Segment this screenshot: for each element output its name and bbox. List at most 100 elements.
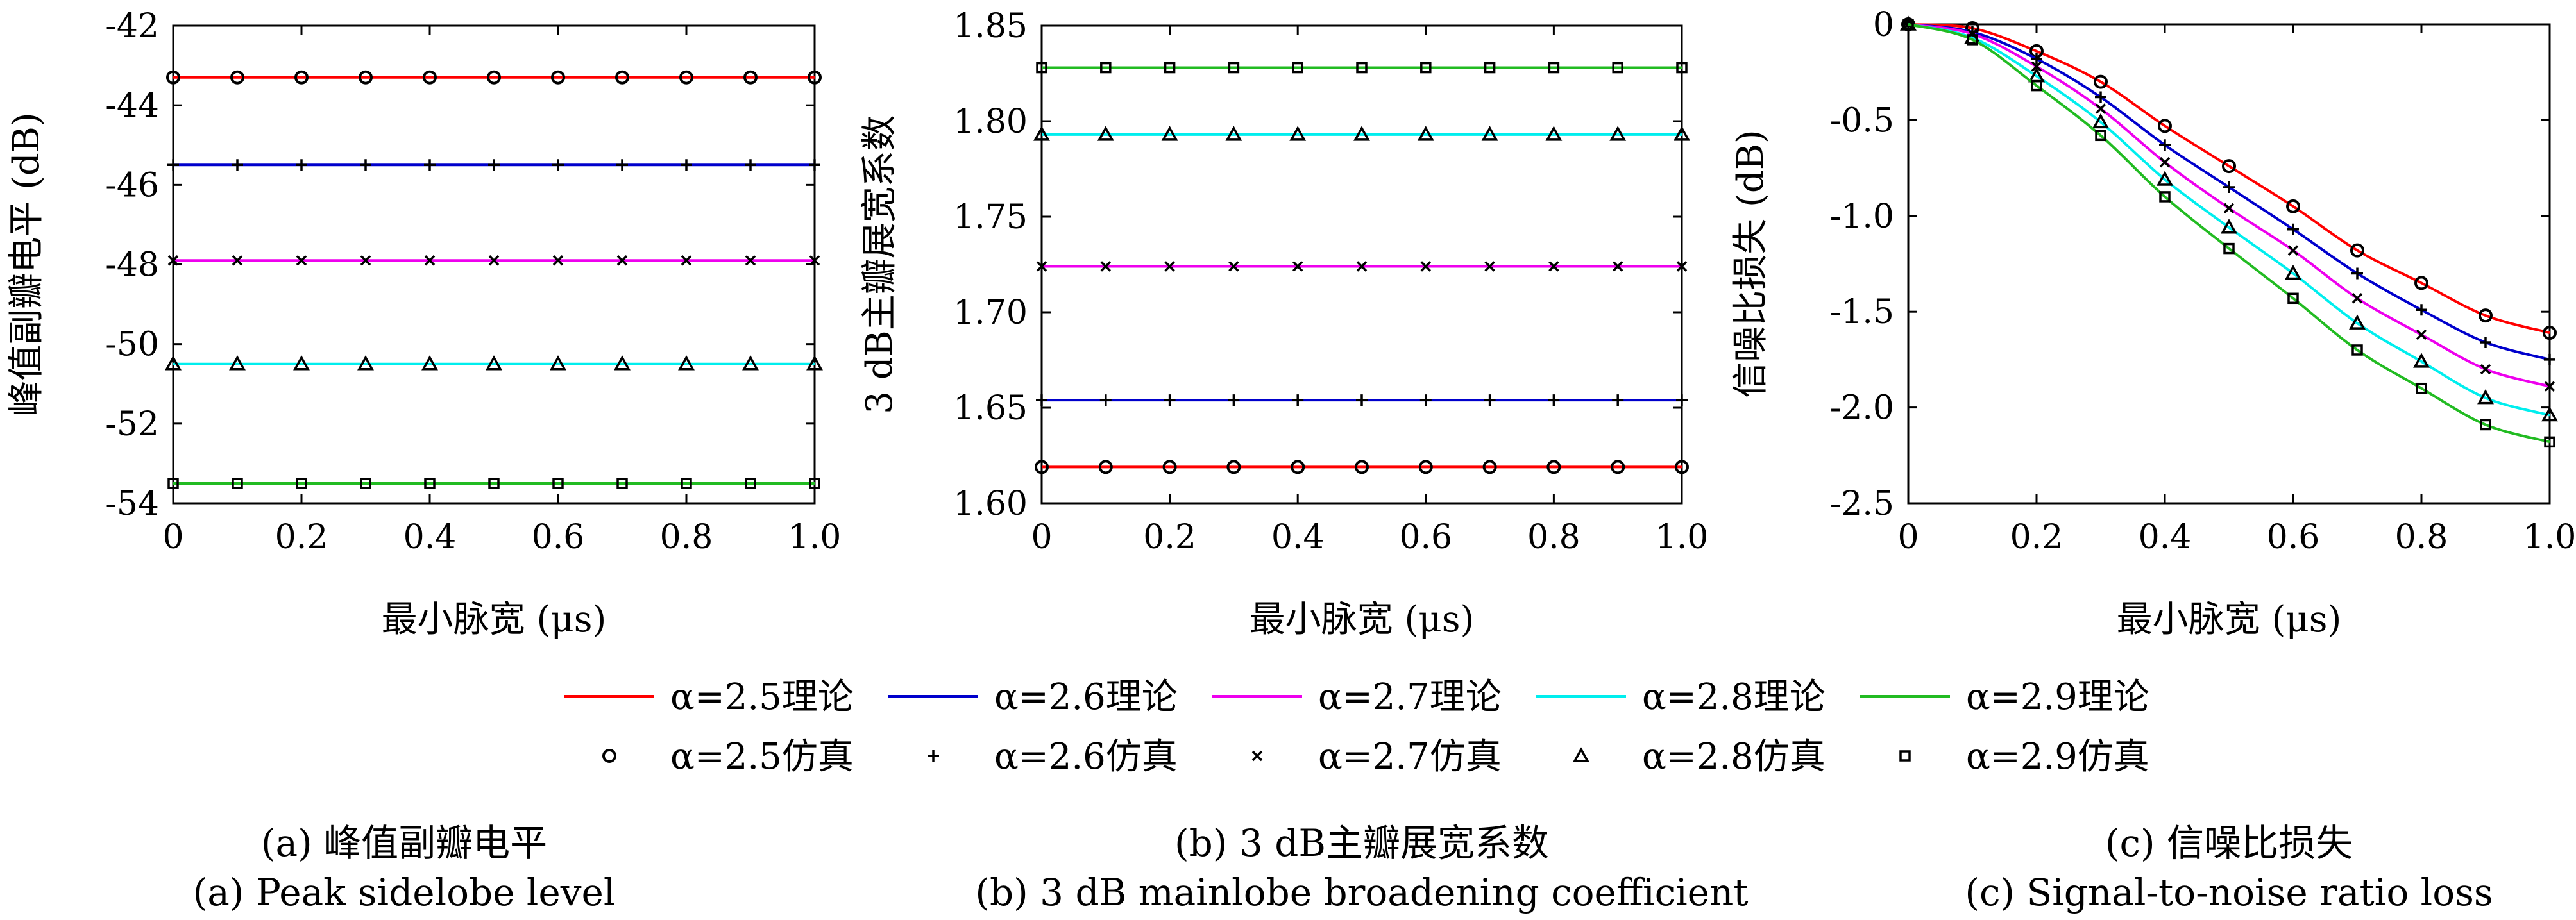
data-point — [2480, 364, 2491, 375]
data-point — [166, 70, 180, 85]
data-point — [1417, 126, 1434, 141]
x-tick-label: 1.0 — [2523, 518, 2576, 556]
data-point — [1611, 460, 1625, 474]
x-tick-label: 0.4 — [2139, 518, 2192, 556]
data-point — [2223, 203, 2235, 214]
data-point — [1035, 460, 1049, 474]
data-point — [1162, 460, 1177, 474]
plot-frame — [1040, 24, 1683, 505]
chart-panel-b: 0 0.2 0.4 0.6 0.8 1.0 1.85 1.80 1.75 1.70 1.65 1.60… — [859, 7, 1749, 914]
x-tick-label: 0.6 — [532, 518, 585, 556]
legend-theory-label: α=2.7理论 — [1318, 676, 1502, 718]
data-point — [2477, 389, 2494, 405]
data-point — [2159, 156, 2171, 168]
legend-marker-3 — [1251, 750, 1263, 762]
data-point — [357, 355, 374, 371]
y-tick-label: -0.5 — [1830, 101, 1894, 140]
data-point — [360, 159, 371, 171]
data-point — [1545, 126, 1563, 141]
data-point — [1418, 460, 1433, 474]
data-point — [232, 255, 243, 266]
data-point — [232, 478, 243, 489]
data-point — [2414, 276, 2428, 290]
data-point — [745, 255, 756, 266]
data-point — [2351, 293, 2363, 304]
series-line — [1908, 23, 2550, 417]
y-tick-label: 1.65 — [953, 389, 1028, 428]
data-point — [2479, 308, 2493, 323]
data-point — [232, 159, 243, 171]
y-tick-label: -2.5 — [1830, 485, 1894, 523]
data-point — [1292, 62, 1303, 74]
chart-panel-a: 0 0.2 0.4 0.6 0.8 1.0 -42 -44 -46 -48 -50 -52 -54 最小脉… — [6, 7, 841, 914]
y-tick-label: -2.0 — [1830, 389, 1894, 428]
legend-theory-label: α=2.5理论 — [670, 676, 854, 718]
data-point — [2157, 171, 2173, 186]
data-point — [2413, 353, 2430, 368]
x-tick-label: 0.4 — [403, 518, 457, 556]
y-tick-label: -42 — [105, 7, 159, 46]
legend: α=2.5理论 α=2.6理论 α=2.7理论 α=2.8理论 α=2.9理论 α=2.5… — [564, 676, 2149, 778]
data-point — [809, 255, 820, 266]
data-point — [1612, 261, 1623, 272]
series-5 — [1036, 62, 1688, 74]
data-point — [488, 159, 500, 171]
data-point — [1484, 62, 1496, 74]
series-line — [1908, 23, 2550, 388]
data-point — [424, 159, 436, 171]
legend-theory-label: α=2.8理论 — [1642, 676, 1826, 718]
data-point — [551, 70, 565, 85]
data-point — [1356, 394, 1368, 406]
data-point — [2351, 267, 2363, 280]
data-point — [167, 255, 179, 266]
data-point — [1484, 394, 1496, 406]
data-point — [552, 478, 564, 489]
series-3 — [1902, 19, 2555, 392]
y-tick-label: -1.5 — [1830, 293, 1894, 331]
caption-cn: (b) 3 dB主瓣展宽系数 — [1174, 821, 1549, 865]
data-point — [360, 255, 371, 266]
y-axis-label: 3 dB主瓣展宽系数 — [859, 115, 901, 414]
data-point — [1482, 460, 1497, 474]
legend-marker-1 — [602, 749, 616, 763]
data-point — [745, 159, 756, 171]
x-axis-label: 最小脉宽 (μs) — [1250, 599, 1475, 640]
data-point — [1674, 126, 1690, 141]
data-point — [1546, 460, 1561, 474]
data-point — [1612, 62, 1623, 74]
data-point — [1228, 261, 1239, 272]
data-point — [2285, 264, 2301, 280]
x-tick-label: 0.8 — [2395, 518, 2448, 556]
x-tick-label: 0 — [162, 518, 183, 556]
data-point — [360, 478, 371, 489]
data-point — [296, 478, 307, 489]
data-point — [742, 355, 759, 371]
data-point — [1675, 460, 1689, 474]
data-point — [167, 478, 179, 489]
data-point — [1292, 394, 1304, 406]
data-point — [2350, 243, 2364, 258]
series-2 — [1036, 394, 1688, 406]
x-axis-label: 最小脉宽 (μs) — [2117, 599, 2342, 640]
data-point — [1161, 126, 1178, 141]
data-point — [809, 478, 820, 489]
y-tick-label: -50 — [105, 326, 159, 364]
legend-sim-label: α=2.6仿真 — [994, 736, 1178, 778]
data-point — [424, 478, 436, 489]
data-point — [2287, 292, 2299, 305]
x-tick-label: 0.2 — [2010, 518, 2063, 556]
data-point — [1225, 126, 1242, 141]
data-point — [296, 255, 307, 266]
data-point — [2095, 130, 2106, 142]
series-2 — [167, 159, 820, 171]
data-point — [1420, 62, 1432, 74]
data-point — [2287, 245, 2299, 256]
data-point — [1164, 394, 1176, 406]
series-4 — [1900, 15, 2558, 422]
data-point — [616, 255, 628, 266]
caption-en: (a) Peak sidelobe level — [193, 871, 616, 914]
data-point — [1355, 460, 1369, 474]
data-point — [1292, 261, 1303, 272]
legend-marker-4 — [1573, 747, 1589, 762]
data-point — [743, 70, 758, 85]
